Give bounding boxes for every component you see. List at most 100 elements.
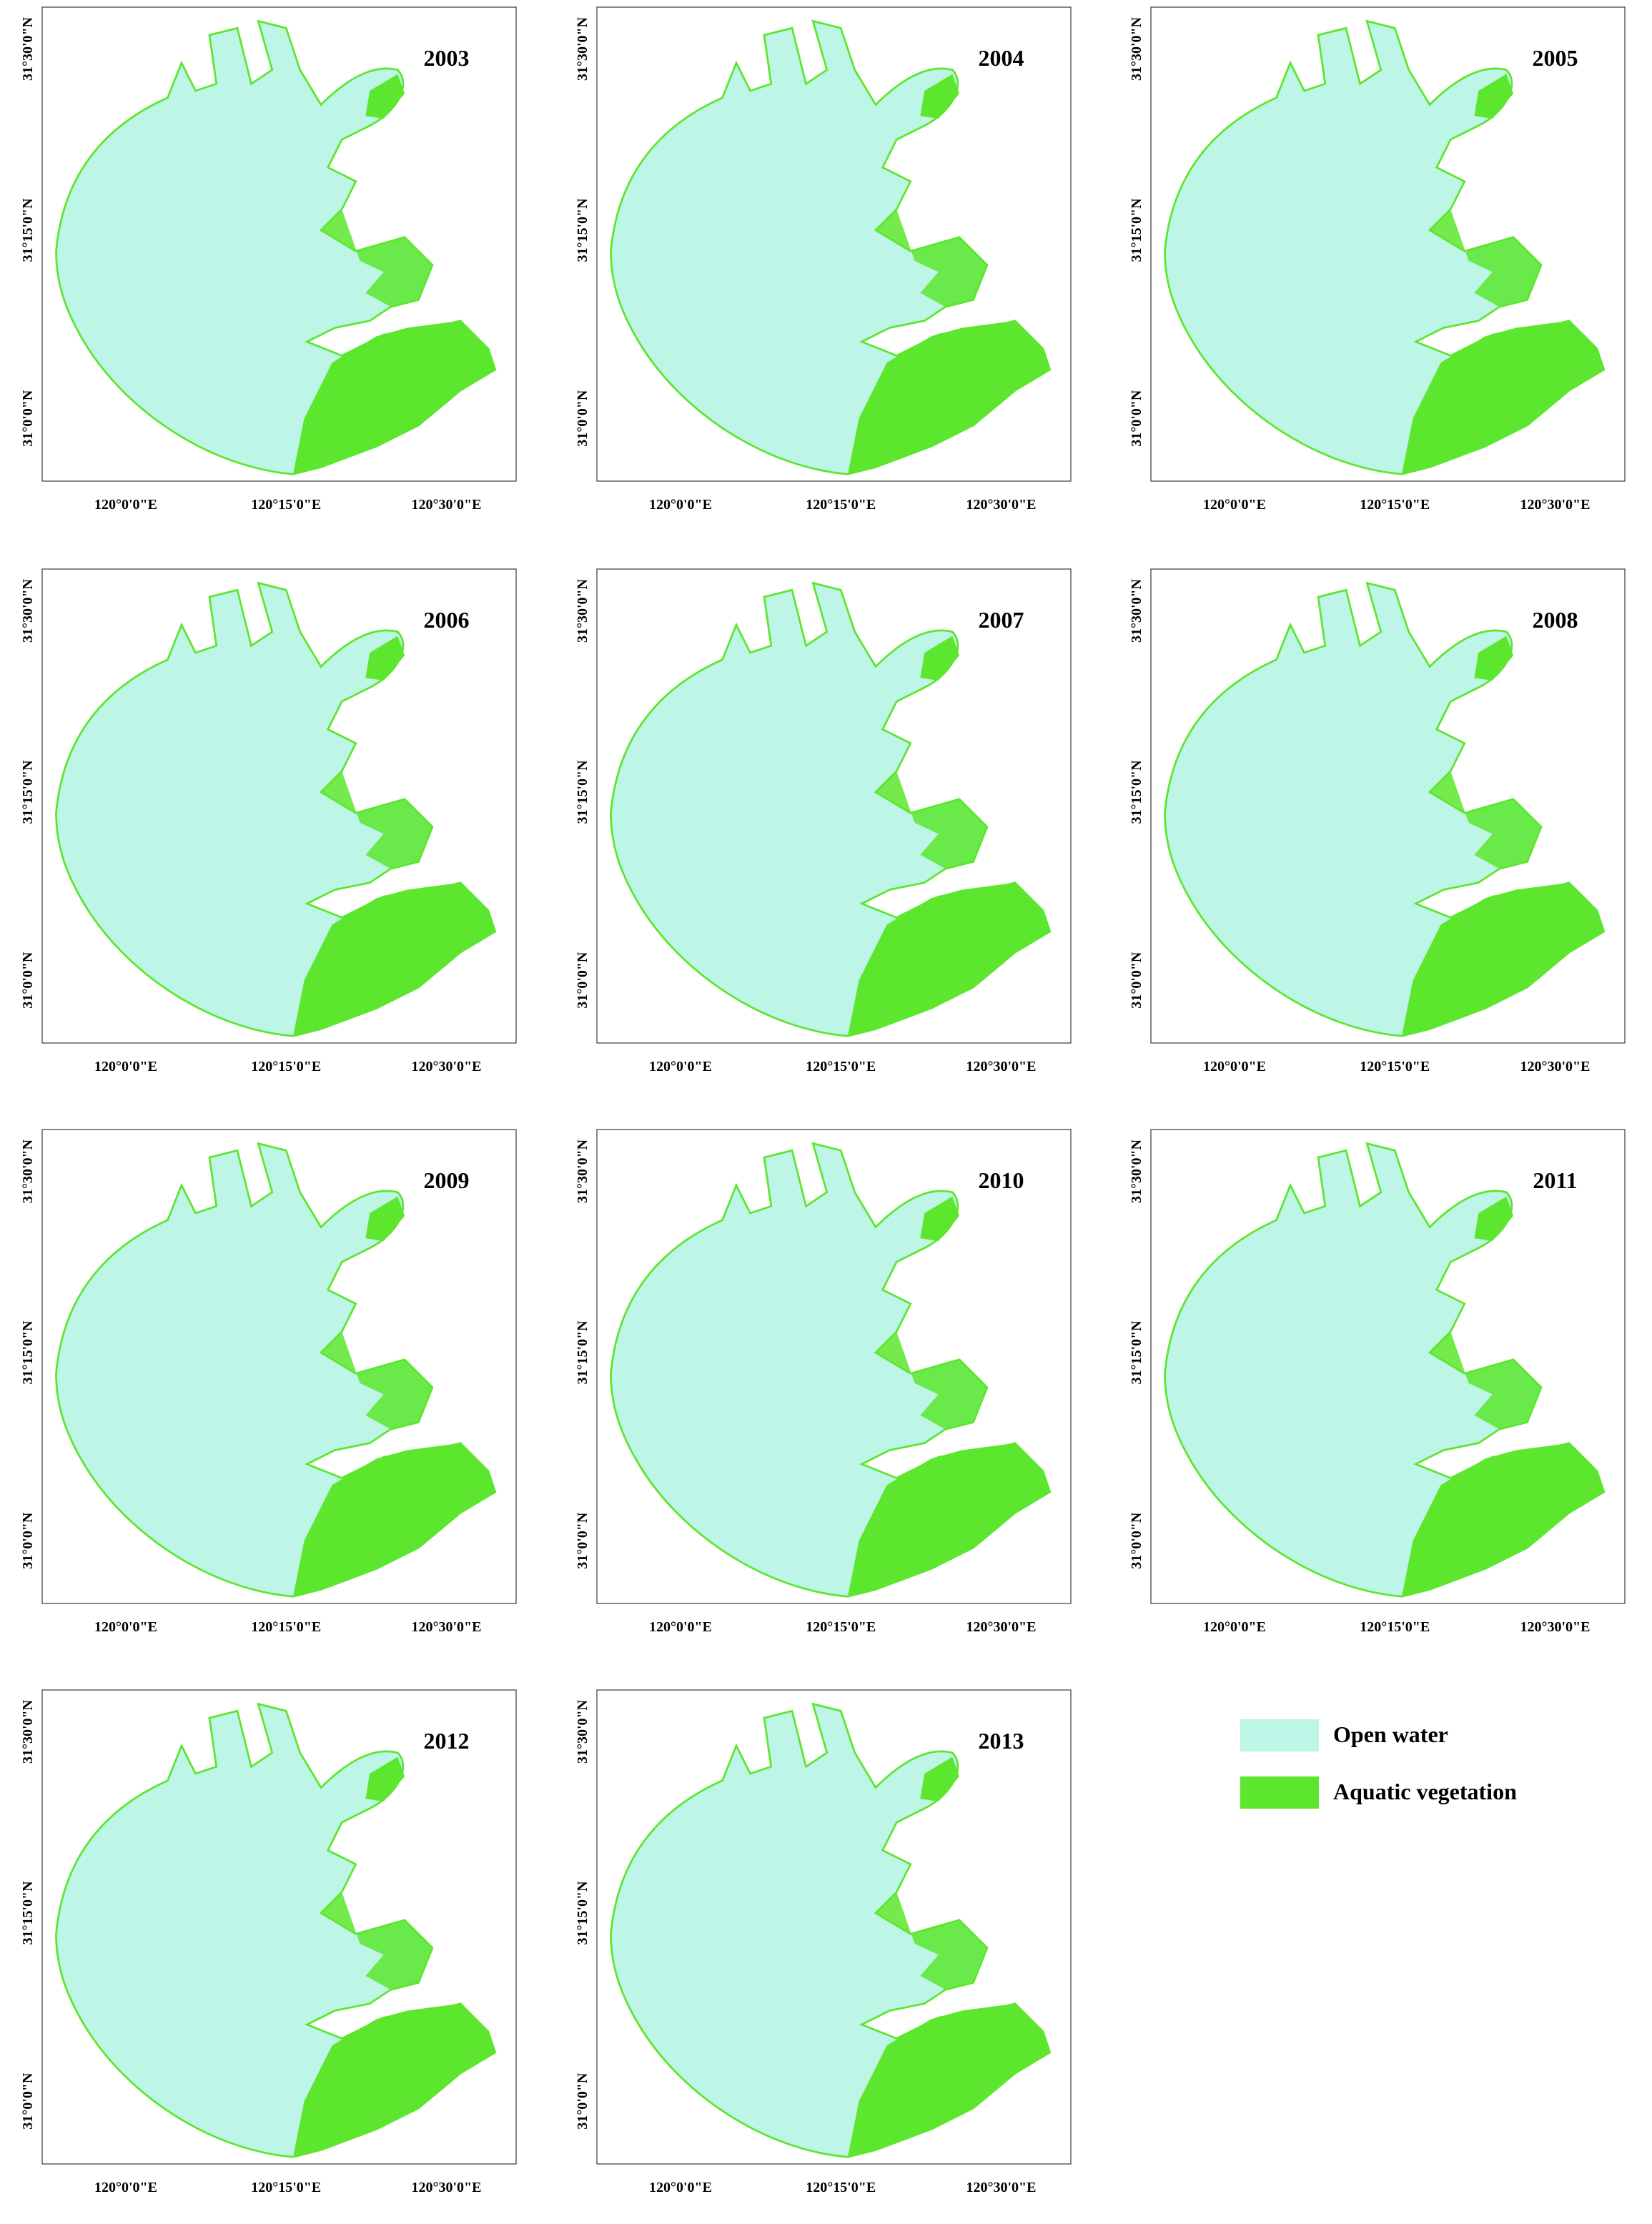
map-panel: 2012 31°30'0"N 31°15'0"N 31°0'0"N 120°0'0"E 1… [20,1689,517,2195]
lon-label: 120°0'0"E [649,2180,712,2195]
lon-label: 120°30'0"E [1520,1619,1591,1635]
lat-label: 31°15'0"N [575,1320,590,1385]
lat-label: 31°30'0"N [20,1139,36,1203]
lat-label: 31°30'0"N [575,578,590,643]
lat-label: 31°15'0"N [575,760,590,824]
vegetation [321,1331,432,1430]
map-panel: 2013 31°30'0"N 31°15'0"N 31°0'0"N 120°0'0"E 1… [575,1689,1072,2195]
lat-label: 31°15'0"N [20,760,36,824]
lat-label: 31°0'0"N [20,390,36,447]
map-panel: 2004 31°30'0"N 31°15'0"N 31°0'0"N 120°0'0"E 1… [575,6,1072,513]
lat-label: 31°0'0"N [20,952,36,1009]
map-panel: 2009 31°30'0"N 31°15'0"N 31°0'0"N 120°0'0"E 1… [20,1129,517,1635]
lon-label: 120°15'0"E [1360,1619,1430,1635]
lon-label: 120°30'0"E [1520,1059,1591,1074]
lat-label: 31°30'0"N [1129,1139,1144,1203]
vegetation [321,209,432,307]
map-body [41,568,517,1044]
vegetation [365,1756,405,1802]
lon-label: 120°30'0"E [966,1059,1037,1074]
map-body [596,6,1072,482]
map-panel: 2007 31°30'0"N 31°15'0"N 31°0'0"N 120°0'0"E 1… [575,568,1072,1074]
lat-label: 31°0'0"N [1129,390,1144,447]
vegetation [848,2003,1050,2158]
vegetation [365,1196,405,1241]
lat-label: 31°0'0"N [1129,1512,1144,1569]
panel-year: 2007 [979,607,1024,633]
map-body [596,568,1072,1044]
panel-year: 2008 [1533,607,1578,633]
lon-label: 120°0'0"E [1203,497,1266,513]
lon-label: 120°15'0"E [1360,1059,1430,1074]
panel-year: 2006 [424,607,470,633]
legend-swatch [1240,1776,1319,1809]
lat-label: 31°30'0"N [20,1699,36,1764]
vegetation [321,771,432,869]
map-body [41,1129,517,1604]
vegetation [365,74,405,119]
vegetation [293,320,495,475]
panel-year: 2003 [424,45,470,71]
lon-label: 120°15'0"E [806,497,876,513]
lat-label: 31°15'0"N [20,198,36,262]
vegetation [876,209,987,307]
lat-label: 31°0'0"N [1129,952,1144,1009]
lon-label: 120°0'0"E [94,497,157,513]
lon-label: 120°15'0"E [806,1619,876,1635]
panel-year: 2011 [1533,1167,1577,1193]
map-panel: 2005 31°30'0"N 31°15'0"N 31°0'0"N 120°0'0"E 1… [1129,6,1626,513]
vegetation [1430,771,1541,869]
lon-label: 120°30'0"E [412,497,482,513]
lat-label: 31°0'0"N [575,2072,590,2130]
map-body [596,1129,1072,1604]
legend-label: Aquatic vegetation [1333,1779,1517,1804]
vegetation [1474,74,1513,119]
map-body [1150,1129,1626,1604]
lon-label: 120°0'0"E [1203,1619,1266,1635]
lon-label: 120°0'0"E [1203,1059,1266,1074]
vegetation [848,320,1050,475]
vegetation [293,882,495,1037]
lon-label: 120°15'0"E [251,1619,321,1635]
lon-label: 120°15'0"E [251,497,321,513]
lon-label: 120°30'0"E [412,1059,482,1074]
legend-swatch [1240,1719,1319,1751]
lon-label: 120°30'0"E [412,1619,482,1635]
lat-label: 31°30'0"N [575,1139,590,1203]
map-panel: 2011 31°30'0"N 31°15'0"N 31°0'0"N 120°0'0"E 1… [1129,1129,1626,1635]
vegetation [1430,209,1541,307]
lat-label: 31°30'0"N [1129,16,1144,81]
vegetation [1474,1196,1513,1241]
map-body [41,6,517,482]
lon-label: 120°30'0"E [412,2180,482,2195]
vegetation [365,636,405,681]
panel-year: 2010 [979,1167,1024,1193]
lat-label: 31°0'0"N [575,1512,590,1569]
map-panel: 2003 31°30'0"N 31°15'0"N 31°0'0"N 120°0'0"E 1… [20,6,517,513]
lon-label: 120°0'0"E [94,1059,157,1074]
lon-label: 120°30'0"E [966,497,1037,513]
lat-label: 31°30'0"N [20,16,36,81]
lat-label: 31°30'0"N [20,578,36,643]
lon-label: 120°30'0"E [966,2180,1037,2195]
lat-label: 31°0'0"N [575,952,590,1009]
vegetation [1402,1443,1604,1597]
lon-label: 120°15'0"E [251,2180,321,2195]
map-panel: 2008 31°30'0"N 31°15'0"N 31°0'0"N 120°0'0"E 1… [1129,568,1626,1074]
map-body [1150,568,1626,1044]
lat-label: 31°0'0"N [575,390,590,447]
vegetation [920,74,959,119]
vegetation [1402,320,1604,475]
map-panel: 2010 31°30'0"N 31°15'0"N 31°0'0"N 120°0'0"E 1… [575,1129,1072,1635]
map-body [1150,6,1626,482]
panel-year: 2004 [979,45,1024,71]
lon-label: 120°30'0"E [966,1619,1037,1635]
vegetation [876,771,987,869]
vegetation [293,2003,495,2158]
lat-label: 31°15'0"N [1129,1320,1144,1385]
lat-label: 31°15'0"N [20,1881,36,1945]
lon-label: 120°15'0"E [806,2180,876,2195]
lon-label: 120°0'0"E [94,1619,157,1635]
lon-label: 120°15'0"E [1360,497,1430,513]
lat-label: 31°0'0"N [20,2072,36,2130]
